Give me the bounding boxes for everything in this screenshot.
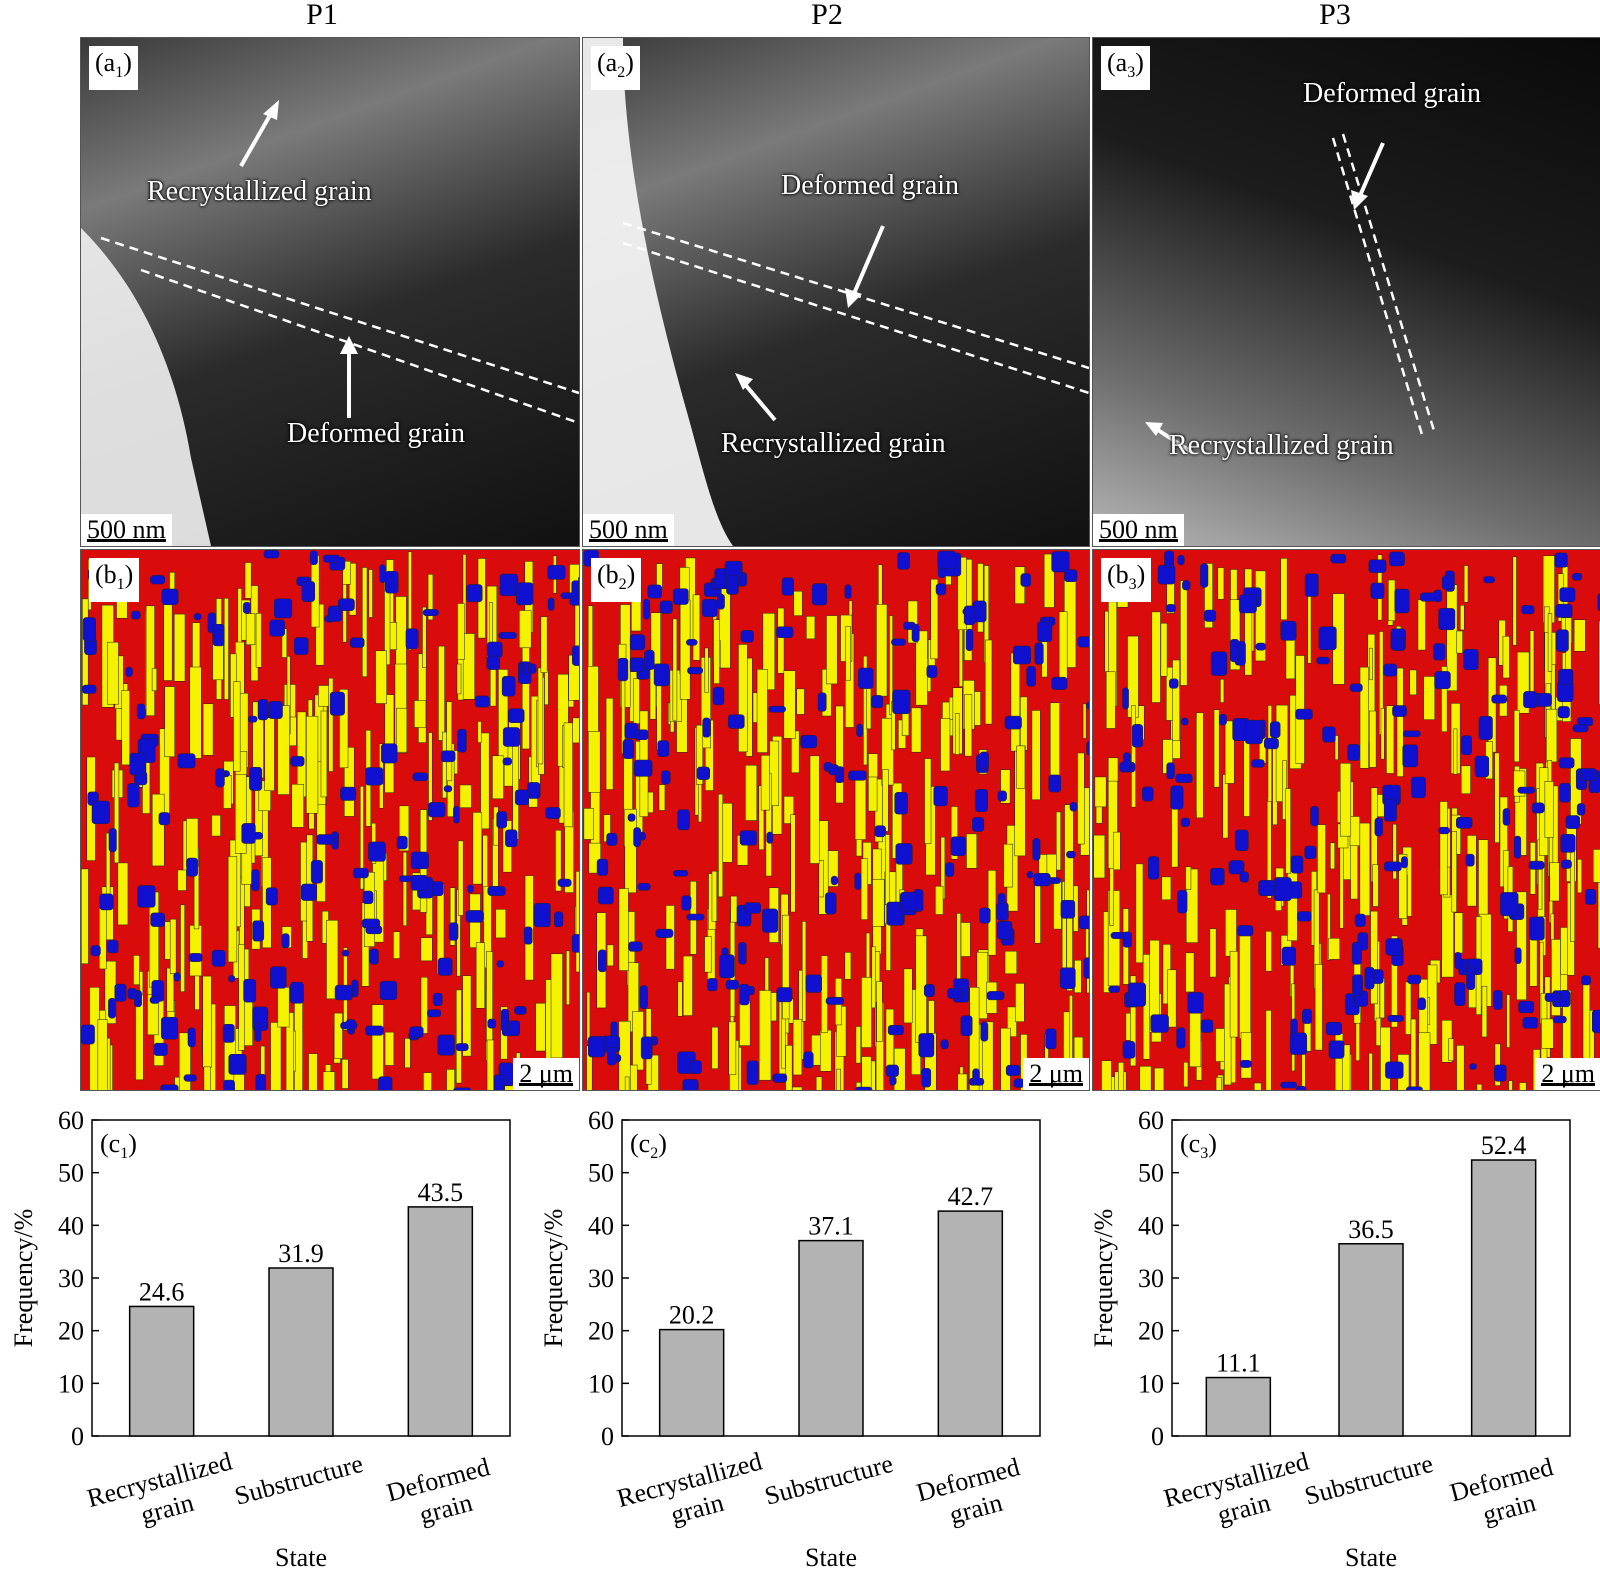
y-tick-label: 30 — [58, 1264, 84, 1293]
y-tick-label: 0 — [1151, 1422, 1164, 1451]
ebsd-b2-pattern — [583, 550, 1089, 1090]
panel-label-a2: (a2) — [591, 46, 640, 91]
x-category-label: Substructure — [762, 1449, 896, 1511]
bar — [1338, 1243, 1404, 1437]
panel-label-a1: (a1) — [89, 46, 138, 91]
y-tick-label: 10 — [58, 1369, 84, 1398]
y-tick-label: 60 — [58, 1106, 84, 1135]
annotation-recrystallized-grain: Recrystallized grain — [147, 176, 372, 207]
scale-bar-b1: 2 μm — [513, 1058, 579, 1090]
x-category-label: Substructure — [1302, 1449, 1436, 1511]
y-tick-label: 50 — [1138, 1159, 1164, 1188]
scale-bar-a2: 500 nm — [583, 514, 674, 546]
panel-label-c: (c3) — [1180, 1129, 1217, 1162]
column-title-p2: P2 — [811, 0, 843, 31]
ebsd-map-b3: (b3) 2 μm — [1092, 549, 1600, 1091]
x-category-line: Substructure — [1302, 1449, 1436, 1511]
tem-a2-overlay — [583, 38, 1089, 546]
y-tick-label: 60 — [1138, 1106, 1164, 1135]
y-tick-label: 60 — [588, 1106, 614, 1135]
y-tick-label: 50 — [58, 1159, 84, 1188]
scale-bar-a1: 500 nm — [81, 514, 172, 546]
y-tick-label: 0 — [601, 1422, 614, 1451]
y-tick-label: 0 — [71, 1422, 84, 1451]
y-tick-label: 10 — [588, 1369, 614, 1398]
bar — [128, 1305, 195, 1437]
bar-value-label: 31.9 — [278, 1239, 324, 1268]
annotation-recrystallized-grain: Recrystallized grain — [721, 428, 946, 459]
x-category-line: Substructure — [762, 1449, 896, 1511]
column-title-p1: P1 — [306, 0, 338, 31]
annotation-deformed-grain: Deformed grain — [781, 170, 960, 201]
ebsd-b3-pattern — [1093, 550, 1600, 1090]
ebsd-b1-pattern — [81, 550, 579, 1090]
tem-image-a1: (a1) Recrystallized grain Deformed grain… — [80, 37, 580, 547]
panel-label-a3: (a3) — [1101, 46, 1150, 91]
tem-image-a3: (a3) Deformed grain Recrystallized grain… — [1092, 37, 1600, 547]
scale-bar-a3: 500 nm — [1093, 514, 1184, 546]
ebsd-map-b1: (b1) 2 μm — [80, 549, 580, 1091]
bar-value-label: 20.2 — [669, 1301, 715, 1330]
x-axis-label: State — [1345, 1543, 1397, 1570]
scale-bar-b2: 2 μm — [1023, 1058, 1089, 1090]
bar-value-label: 11.1 — [1216, 1349, 1261, 1378]
bar-value-label: 24.6 — [139, 1277, 185, 1306]
y-tick-label: 40 — [588, 1211, 614, 1240]
panel-label-b3: (b3) — [1101, 558, 1152, 603]
y-axis-label: Frequency/% — [1089, 1209, 1118, 1348]
y-axis-label: Frequency/% — [9, 1209, 38, 1348]
bar-value-label: 36.5 — [1348, 1215, 1394, 1244]
bar — [407, 1206, 474, 1437]
scale-bar-b3: 2 μm — [1535, 1058, 1600, 1090]
annotation-deformed-grain: Deformed grain — [287, 418, 466, 449]
panel-label-b2: (b2) — [591, 558, 642, 603]
bar-value-label: 52.4 — [1481, 1131, 1527, 1160]
column-title-p3: P3 — [1319, 0, 1351, 31]
x-axis-label: State — [275, 1543, 327, 1570]
tem-a1-overlay — [81, 100, 579, 546]
y-tick-label: 40 — [58, 1211, 84, 1240]
y-tick-label: 20 — [1138, 1317, 1164, 1346]
annotation-deformed-grain: Deformed grain — [1303, 78, 1482, 109]
bar — [937, 1210, 1004, 1437]
y-axis-label: Frequency/% — [539, 1209, 568, 1348]
bar-value-label: 43.5 — [418, 1178, 464, 1207]
tem-a3-overlay — [1145, 133, 1437, 455]
tem-image-a2: (a2) Deformed grain Recrystallized grain… — [582, 37, 1090, 547]
y-tick-label: 30 — [1138, 1264, 1164, 1293]
y-tick-label: 10 — [1138, 1369, 1164, 1398]
bar — [658, 1328, 725, 1437]
annotation-recrystallized-grain: Recrystallized grain — [1169, 430, 1394, 461]
panel-label-c: (c2) — [630, 1129, 667, 1162]
bar-value-label: 37.1 — [808, 1212, 854, 1241]
bar — [1205, 1376, 1272, 1437]
y-tick-label: 50 — [588, 1159, 614, 1188]
bar — [268, 1267, 334, 1437]
bar-value-label: 42.7 — [948, 1182, 994, 1211]
x-category-line: Substructure — [232, 1449, 366, 1511]
bar — [798, 1239, 864, 1437]
x-axis-label: State — [805, 1543, 857, 1570]
y-tick-label: 20 — [588, 1317, 614, 1346]
bar — [1470, 1159, 1537, 1437]
panel-label-c: (c1) — [100, 1129, 137, 1162]
y-tick-label: 20 — [58, 1317, 84, 1346]
y-tick-label: 30 — [588, 1264, 614, 1293]
panel-label-b1: (b1) — [89, 558, 140, 603]
x-category-label: Substructure — [232, 1449, 366, 1511]
y-tick-label: 40 — [1138, 1211, 1164, 1240]
ebsd-map-b2: (b2) 2 μm — [582, 549, 1090, 1091]
